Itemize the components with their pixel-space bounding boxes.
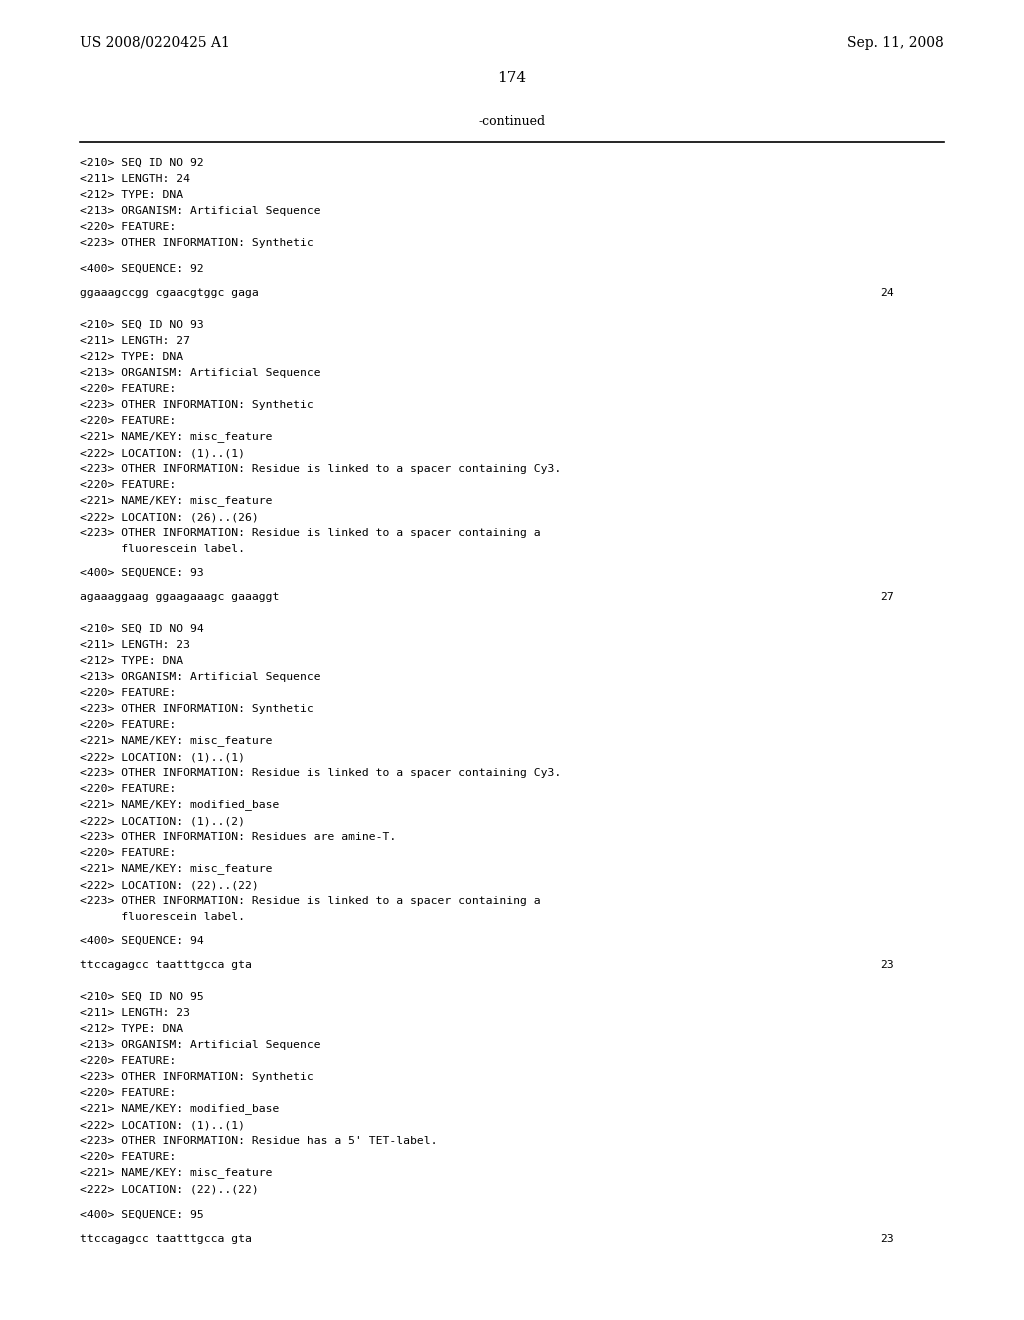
Text: <210> SEQ ID NO 95: <210> SEQ ID NO 95 <box>80 993 204 1002</box>
Text: <223> OTHER INFORMATION: Residue is linked to a spacer containing a: <223> OTHER INFORMATION: Residue is link… <box>80 896 541 906</box>
Text: <400> SEQUENCE: 94: <400> SEQUENCE: 94 <box>80 936 204 946</box>
Text: <220> FEATURE:: <220> FEATURE: <box>80 847 176 858</box>
Text: <223> OTHER INFORMATION: Residue is linked to a spacer containing Cy3.: <223> OTHER INFORMATION: Residue is link… <box>80 768 561 777</box>
Text: <223> OTHER INFORMATION: Residues are amine-T.: <223> OTHER INFORMATION: Residues are am… <box>80 832 396 842</box>
Text: <210> SEQ ID NO 93: <210> SEQ ID NO 93 <box>80 319 204 330</box>
Text: fluorescein label.: fluorescein label. <box>80 912 245 921</box>
Text: <213> ORGANISM: Artificial Sequence: <213> ORGANISM: Artificial Sequence <box>80 1040 321 1049</box>
Text: Sep. 11, 2008: Sep. 11, 2008 <box>847 36 944 50</box>
Text: <223> OTHER INFORMATION: Synthetic: <223> OTHER INFORMATION: Synthetic <box>80 1072 313 1082</box>
Text: <400> SEQUENCE: 95: <400> SEQUENCE: 95 <box>80 1210 204 1220</box>
Text: <221> NAME/KEY: misc_feature: <221> NAME/KEY: misc_feature <box>80 735 272 746</box>
Text: ttccagagcc taatttgcca gta: ttccagagcc taatttgcca gta <box>80 1234 252 1243</box>
Text: ggaaagccgg cgaacgtggc gaga: ggaaagccgg cgaacgtggc gaga <box>80 288 259 298</box>
Text: <400> SEQUENCE: 92: <400> SEQUENCE: 92 <box>80 264 204 275</box>
Text: <222> LOCATION: (26)..(26): <222> LOCATION: (26)..(26) <box>80 512 259 521</box>
Text: agaaaggaag ggaagaaagc gaaaggt: agaaaggaag ggaagaaagc gaaaggt <box>80 591 280 602</box>
Text: <222> LOCATION: (1)..(1): <222> LOCATION: (1)..(1) <box>80 1119 245 1130</box>
Text: <221> NAME/KEY: misc_feature: <221> NAME/KEY: misc_feature <box>80 1167 272 1177</box>
Text: <223> OTHER INFORMATION: Residue has a 5' TET-label.: <223> OTHER INFORMATION: Residue has a 5… <box>80 1137 437 1146</box>
Text: <221> NAME/KEY: modified_base: <221> NAME/KEY: modified_base <box>80 799 280 810</box>
Text: <221> NAME/KEY: misc_feature: <221> NAME/KEY: misc_feature <box>80 863 272 874</box>
Text: <223> OTHER INFORMATION: Synthetic: <223> OTHER INFORMATION: Synthetic <box>80 238 313 248</box>
Text: <222> LOCATION: (22)..(22): <222> LOCATION: (22)..(22) <box>80 1184 259 1195</box>
Text: <222> LOCATION: (22)..(22): <222> LOCATION: (22)..(22) <box>80 880 259 890</box>
Text: 27: 27 <box>880 591 894 602</box>
Text: <213> ORGANISM: Artificial Sequence: <213> ORGANISM: Artificial Sequence <box>80 368 321 378</box>
Text: <212> TYPE: DNA: <212> TYPE: DNA <box>80 190 183 201</box>
Text: <221> NAME/KEY: modified_base: <221> NAME/KEY: modified_base <box>80 1104 280 1114</box>
Text: <220> FEATURE:: <220> FEATURE: <box>80 1152 176 1162</box>
Text: <211> LENGTH: 23: <211> LENGTH: 23 <box>80 640 190 649</box>
Text: <211> LENGTH: 24: <211> LENGTH: 24 <box>80 174 190 183</box>
Text: <212> TYPE: DNA: <212> TYPE: DNA <box>80 1024 183 1034</box>
Text: 23: 23 <box>880 960 894 970</box>
Text: <223> OTHER INFORMATION: Residue is linked to a spacer containing Cy3.: <223> OTHER INFORMATION: Residue is link… <box>80 465 561 474</box>
Text: fluorescein label.: fluorescein label. <box>80 544 245 554</box>
Text: <220> FEATURE:: <220> FEATURE: <box>80 1056 176 1067</box>
Text: <223> OTHER INFORMATION: Synthetic: <223> OTHER INFORMATION: Synthetic <box>80 704 313 714</box>
Text: <210> SEQ ID NO 92: <210> SEQ ID NO 92 <box>80 158 204 168</box>
Text: <221> NAME/KEY: misc_feature: <221> NAME/KEY: misc_feature <box>80 495 272 506</box>
Text: US 2008/0220425 A1: US 2008/0220425 A1 <box>80 36 229 50</box>
Text: 24: 24 <box>880 288 894 298</box>
Text: <213> ORGANISM: Artificial Sequence: <213> ORGANISM: Artificial Sequence <box>80 672 321 682</box>
Text: <220> FEATURE:: <220> FEATURE: <box>80 1088 176 1098</box>
Text: <220> FEATURE:: <220> FEATURE: <box>80 688 176 698</box>
Text: 23: 23 <box>880 1234 894 1243</box>
Text: <210> SEQ ID NO 94: <210> SEQ ID NO 94 <box>80 624 204 634</box>
Text: <400> SEQUENCE: 93: <400> SEQUENCE: 93 <box>80 568 204 578</box>
Text: <220> FEATURE:: <220> FEATURE: <box>80 480 176 490</box>
Text: -continued: -continued <box>478 115 546 128</box>
Text: <211> LENGTH: 27: <211> LENGTH: 27 <box>80 337 190 346</box>
Text: <220> FEATURE:: <220> FEATURE: <box>80 384 176 393</box>
Text: <220> FEATURE:: <220> FEATURE: <box>80 719 176 730</box>
Text: <220> FEATURE:: <220> FEATURE: <box>80 784 176 795</box>
Text: <213> ORGANISM: Artificial Sequence: <213> ORGANISM: Artificial Sequence <box>80 206 321 216</box>
Text: <221> NAME/KEY: misc_feature: <221> NAME/KEY: misc_feature <box>80 432 272 442</box>
Text: <212> TYPE: DNA: <212> TYPE: DNA <box>80 352 183 362</box>
Text: 174: 174 <box>498 71 526 84</box>
Text: <222> LOCATION: (1)..(1): <222> LOCATION: (1)..(1) <box>80 752 245 762</box>
Text: ttccagagcc taatttgcca gta: ttccagagcc taatttgcca gta <box>80 960 252 970</box>
Text: <222> LOCATION: (1)..(2): <222> LOCATION: (1)..(2) <box>80 816 245 826</box>
Text: <212> TYPE: DNA: <212> TYPE: DNA <box>80 656 183 667</box>
Text: <211> LENGTH: 23: <211> LENGTH: 23 <box>80 1008 190 1018</box>
Text: <220> FEATURE:: <220> FEATURE: <box>80 222 176 232</box>
Text: <220> FEATURE:: <220> FEATURE: <box>80 416 176 426</box>
Text: <222> LOCATION: (1)..(1): <222> LOCATION: (1)..(1) <box>80 447 245 458</box>
Text: <223> OTHER INFORMATION: Residue is linked to a spacer containing a: <223> OTHER INFORMATION: Residue is link… <box>80 528 541 539</box>
Text: <223> OTHER INFORMATION: Synthetic: <223> OTHER INFORMATION: Synthetic <box>80 400 313 411</box>
